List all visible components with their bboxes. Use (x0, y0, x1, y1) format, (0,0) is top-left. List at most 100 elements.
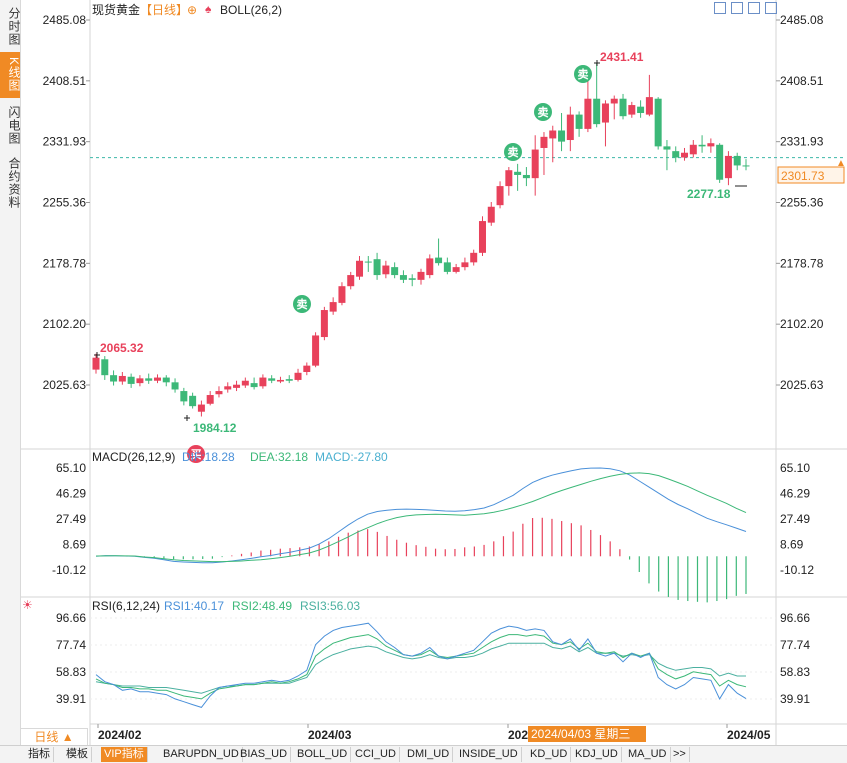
sell-signal-marker-text: 卖 (538, 105, 549, 119)
candle-body (408, 278, 416, 280)
tab-inside[interactable]: INSIDE_UD (456, 747, 522, 762)
time-cursor-tag (528, 726, 646, 742)
time-tick-label: 202 (508, 728, 528, 742)
candle-body (391, 267, 399, 276)
buy-signal-marker (187, 445, 205, 463)
macd-macd-value: MACD:-27.80 (315, 450, 388, 464)
candle-body (522, 174, 530, 179)
candle-body (189, 395, 197, 407)
rsi2-value: RSI2:48.49 (232, 599, 292, 613)
candle-body (698, 144, 706, 147)
candle-body (127, 376, 135, 384)
zoom-in-icon[interactable] (731, 2, 743, 14)
macd-tick-label-left: 27.49 (56, 512, 86, 526)
rsi-tick-label-left: 96.66 (56, 611, 86, 625)
crosshair-tool-icon[interactable] (714, 2, 726, 14)
price-tick-label-right: 2408.51 (780, 74, 824, 88)
chart-canvas[interactable]: 2485.08 2485.08 2408.51 2408.51 2331.93 2331.… (0, 0, 847, 745)
rsi-tick-label-right: 77.74 (780, 638, 810, 652)
buy-signal-marker-text: 买 (191, 448, 202, 461)
price-tick-label-left: 2178.78 (43, 256, 87, 270)
time-tick-label: 2024/02 (98, 728, 142, 742)
candle-body (593, 98, 601, 125)
axis-labels: 2485.08 2485.08 2408.51 2408.51 2331.93 2331.… (43, 13, 824, 742)
rsi-tick-label-right: 96.66 (780, 611, 810, 625)
candle-body (162, 377, 170, 383)
sidebar-item-timeshare[interactable]: 分时图 (7, 6, 21, 46)
price-tick-label-left: 2255.36 (43, 195, 87, 209)
candle-body (724, 155, 732, 179)
candle-body (549, 130, 557, 139)
tab-vip-indicators[interactable]: VIP指标 (101, 747, 148, 762)
candlestick-series (92, 62, 750, 417)
zoom-out-icon[interactable] (748, 2, 760, 14)
macd-dif-line (95, 467, 747, 564)
macd-tick-label-right: 8.69 (780, 537, 804, 551)
tab-ma[interactable]: MA_UD (625, 747, 671, 762)
candle-body (312, 335, 320, 366)
candle-body (610, 98, 618, 104)
indicator-name: BOLL(26,2) (220, 3, 282, 17)
candle-body (672, 151, 680, 158)
tab-indicators[interactable]: 指标 (25, 747, 54, 762)
price-tick-label-left: 2408.51 (43, 74, 87, 88)
sidebar-item-kline[interactable]: K线图 (0, 52, 21, 98)
sell-signal-marker (504, 143, 522, 161)
candle-body (364, 261, 372, 263)
candle-body (558, 130, 566, 142)
candle-body (452, 267, 460, 272)
candle-body (531, 149, 539, 179)
macd-tick-label-right: -10.12 (780, 563, 814, 577)
period-select-button[interactable]: 日线 ▲ (20, 728, 88, 747)
candle-body (399, 275, 407, 280)
macd-dif-value: DIF:18.28 (182, 450, 235, 464)
fullscreen-icon[interactable] (765, 2, 777, 14)
settings-icon[interactable]: ⊕ (187, 3, 197, 17)
macd-tick-label-right: 46.29 (780, 487, 810, 501)
tab-barupdn[interactable]: BARUPDN_UD (160, 747, 243, 762)
last-low-label: 2277.18 (687, 187, 731, 201)
macd-series (95, 467, 747, 603)
candle-body (320, 310, 328, 338)
current-price-value: 2301.73 (781, 169, 825, 183)
macd-dea-line (95, 472, 747, 563)
chart-type-sidebar: 分时图 K线图 闪电图 合约资料 (0, 0, 21, 745)
time-tick-label: 2024/03 (308, 728, 352, 742)
sidebar-item-contract-info[interactable]: 合约资料 (7, 157, 21, 209)
candle-body (514, 171, 522, 175)
macd-tick-label-right: 65.10 (780, 461, 810, 475)
tab-boll[interactable]: BOLL_UD (294, 747, 352, 762)
tab-dmi[interactable]: DMI_UD (404, 747, 454, 762)
rsi3-line (95, 642, 746, 694)
tab-cci[interactable]: CCI_UD (352, 747, 400, 762)
tab-bias[interactable]: BIAS_UD (237, 747, 292, 762)
candle-body (92, 357, 100, 370)
sidebar-item-flash[interactable]: 闪电图 (7, 105, 21, 145)
rsi-title: RSI(6,12,24) (92, 599, 160, 613)
rsi-settings-icon[interactable]: ☀ (22, 598, 33, 612)
period-tag: 【日线】 (140, 3, 188, 17)
candle-body (575, 114, 583, 129)
rsi-tick-label-left: 77.74 (56, 638, 86, 652)
candle-body (426, 258, 434, 276)
candle-body (478, 221, 486, 253)
rsi1-line (95, 622, 747, 708)
candle-body (505, 170, 513, 187)
macd-tick-label-right: 27.49 (780, 512, 810, 526)
candle-body (180, 391, 188, 402)
time-cursor-label: 2024/04/03 星期三 (531, 727, 630, 741)
tab-kdj[interactable]: KDJ_UD (572, 747, 622, 762)
candle-body (233, 384, 241, 388)
candle-body (628, 105, 636, 115)
price-tick-label-right: 2025.63 (780, 378, 824, 392)
candle-body (601, 103, 609, 123)
macd-tick-label-left: 65.10 (56, 461, 86, 475)
candle-body (259, 377, 267, 387)
tab-more[interactable]: >> (670, 747, 690, 762)
tab-templates[interactable]: 模板 (63, 747, 92, 762)
candle-body (250, 383, 258, 388)
candle-body (206, 395, 214, 404)
tab-kd[interactable]: KD_UD (527, 747, 572, 762)
indicator-alert-icon[interactable]: ♠ (205, 2, 212, 16)
